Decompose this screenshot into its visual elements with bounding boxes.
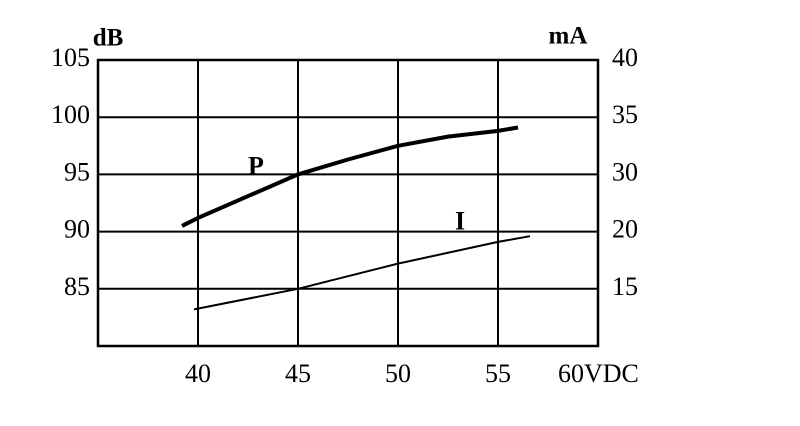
y2-tick-label: 35: [612, 100, 638, 129]
series-label: I: [455, 207, 465, 236]
x-tick-label: 60VDC: [558, 359, 639, 388]
y2-tick-label: 15: [612, 272, 638, 301]
y2-unit: mA: [549, 23, 588, 50]
y2-tick-label: 20: [612, 215, 638, 244]
y2-tick-label: 30: [612, 157, 638, 186]
y-tick-label: 105: [51, 43, 90, 72]
x-tick-label: 45: [285, 359, 311, 388]
x-tick-label: 50: [385, 359, 411, 388]
y2-tick-label: 40: [612, 43, 638, 72]
series-line: [193, 235, 531, 311]
x-tick-label: 55: [485, 359, 511, 388]
y-tick-label: 100: [51, 100, 90, 129]
y-unit: dB: [93, 25, 124, 52]
y-tick-label: 85: [64, 272, 90, 301]
x-tick-label: 40: [185, 359, 211, 388]
y-tick-label: 90: [64, 215, 90, 244]
series-line: [181, 125, 519, 228]
y-tick-label: 95: [64, 157, 90, 186]
series-label: P: [248, 151, 264, 180]
